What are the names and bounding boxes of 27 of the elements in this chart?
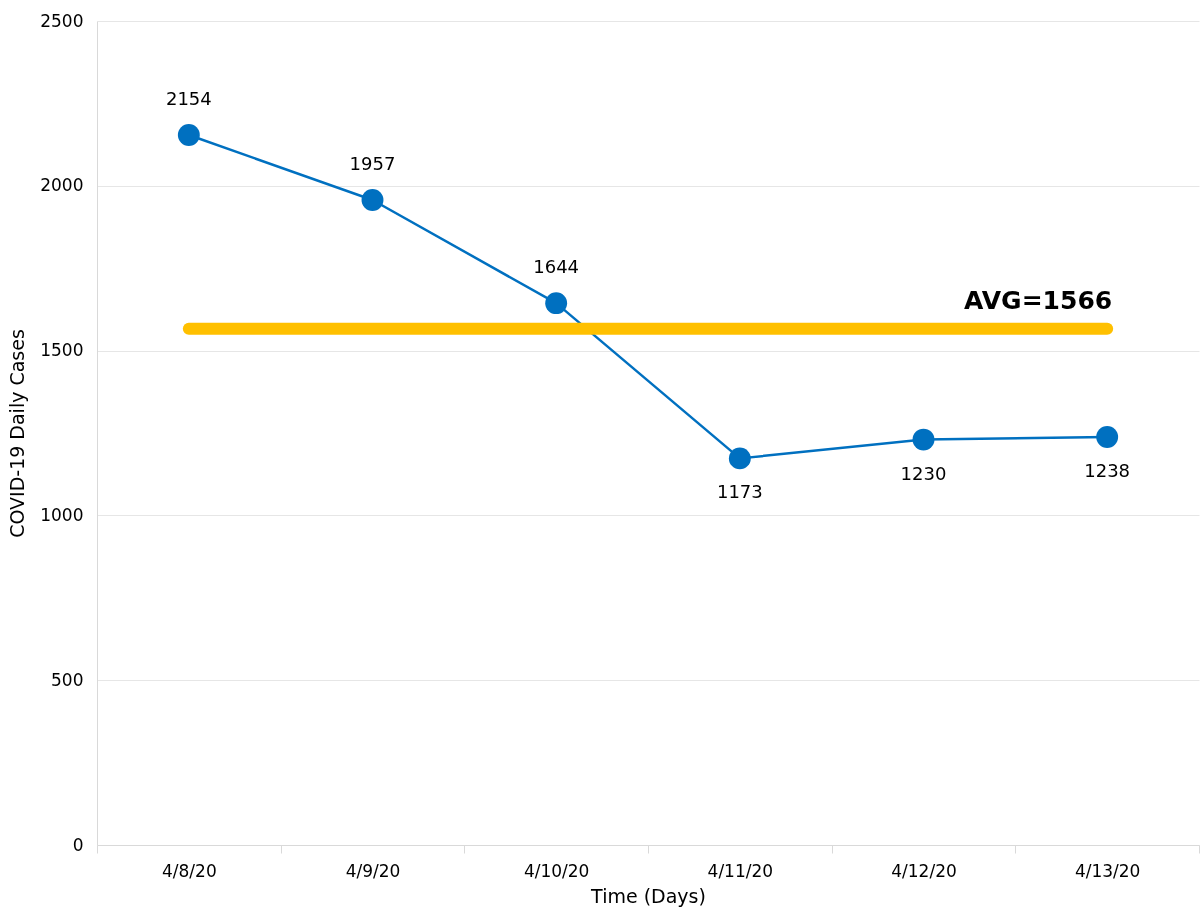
x-tick-label: 4/10/20 (523, 860, 590, 881)
y-tick-label: 2000 (40, 175, 84, 196)
y-axis-title: COVID-19 Daily Cases (6, 329, 29, 538)
x-tick-label: 4/8/20 (161, 860, 217, 881)
x-axis-title: Time (Days) (590, 884, 706, 907)
ref-line-label: AVG=1566 (964, 285, 1113, 315)
data-label: 1230 (900, 462, 947, 484)
point (912, 428, 935, 451)
point (361, 189, 384, 211)
y-tick-label: 2500 (40, 10, 84, 31)
x-tick-label: 4/9/20 (345, 860, 401, 881)
y-tick-label: 1500 (40, 340, 84, 361)
data-label: 1173 (716, 481, 763, 503)
data-label: 1644 (533, 256, 580, 278)
x-tick-label: 4/11/20 (707, 860, 774, 881)
x-tick-label: 4/12/20 (891, 860, 957, 881)
y-tick-label: 500 (51, 669, 84, 690)
point (545, 292, 568, 315)
data-label: 2154 (165, 88, 212, 110)
data-label: 1238 (1084, 459, 1131, 481)
y-tick-label: 1000 (40, 504, 84, 525)
point (728, 447, 751, 470)
point (177, 124, 200, 146)
y-tick-label: 0 (72, 834, 84, 855)
data-label: 1957 (349, 152, 396, 174)
point (1096, 426, 1119, 448)
x-tick-label: 4/13/20 (1074, 860, 1141, 881)
